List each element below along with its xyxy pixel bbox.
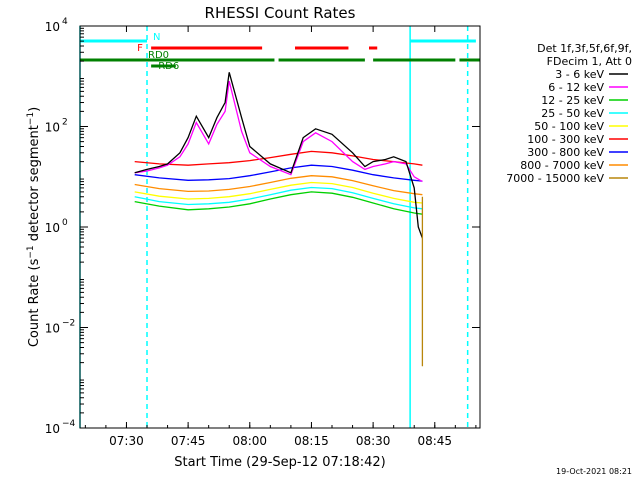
vertical-markers (79, 26, 469, 428)
plot-frame (79, 25, 481, 429)
legend-entry-label: 6 - 12 keV (548, 81, 604, 94)
x-tick-label: 08:00 (232, 434, 267, 448)
x-axis-ticks: 07:30 07:45 08:00 08:15 08:30 08:45 (84, 26, 477, 448)
chart-title: RHESSI Count Rates (205, 4, 356, 22)
y-tick-exponent: 2 (62, 118, 68, 128)
legend: Det 1f,3f,5f,6f,9f, FDecim 1, Att 0 3 - … (506, 42, 632, 185)
series-line-2 (134, 191, 423, 215)
x-tick-label: 08:15 (294, 434, 329, 448)
y-axis-label: Count Rate (s−1 detector segment−1) (26, 107, 42, 347)
legend-entry: 300 - 800 keV (527, 146, 628, 159)
footer-timestamp: 19-Oct-2021 08:21 (556, 467, 632, 476)
legend-entry: 6 - 12 keV (548, 81, 628, 94)
y-tick-label: 10 (45, 221, 60, 235)
legend-entry: 7000 - 15000 keV (506, 172, 628, 185)
y-tick-exponent: −2 (62, 319, 75, 329)
y-tick-exponent: 4 (62, 17, 68, 27)
y-tick-exponent: −4 (62, 419, 76, 429)
series-line-1 (134, 80, 423, 183)
series-line-4 (134, 181, 423, 204)
y-tick-label: 10 (45, 422, 60, 436)
y-tick-exponent: 0 (62, 218, 68, 228)
legend-entry: 3 - 6 keV (555, 68, 628, 81)
legend-entry: 100 - 300 keV (527, 133, 628, 146)
state-bar-label-f: F (137, 43, 143, 54)
x-tick-label: 07:45 (171, 434, 206, 448)
legend-entry: 25 - 50 keV (541, 107, 628, 120)
series-line-5 (134, 150, 423, 166)
x-tick-label: 08:45 (417, 434, 452, 448)
legend-entry: 12 - 25 keV (541, 94, 628, 107)
series-line-7 (134, 175, 423, 196)
legend-header-line-1: Det 1f,3f,5f,6f,9f, (537, 42, 632, 55)
y-tick-label: 10 (45, 322, 60, 336)
legend-entry-label: 100 - 300 keV (527, 133, 604, 146)
legend-entry: 50 - 100 keV (534, 120, 628, 133)
legend-entry-label: 3 - 6 keV (555, 68, 604, 81)
series-line-0 (134, 72, 424, 239)
legend-entry-label: 50 - 100 keV (534, 120, 604, 133)
state-bar-label-rd0: RD0 (148, 50, 169, 61)
y-tick-label: 10 (45, 121, 60, 135)
x-axis-label: Start Time (29-Sep-12 07:18:42) (174, 455, 385, 470)
x-tick-label: 08:30 (356, 434, 391, 448)
state-bar-label-n: N (153, 32, 160, 43)
legend-entry-label: 7000 - 15000 keV (506, 172, 604, 185)
series-lines (134, 72, 424, 367)
series-line-6 (134, 164, 423, 182)
y-tick-label: 10 (45, 20, 60, 34)
legend-header-line-2: FDecim 1, Att 0 (547, 55, 632, 68)
legend-entry: 800 - 7000 keV (520, 159, 628, 172)
series-line-3 (134, 186, 423, 210)
legend-entry-label: 300 - 800 keV (527, 146, 604, 159)
legend-entry-label: 800 - 7000 keV (520, 159, 604, 172)
state-bar-label-rd6: RD6 (158, 61, 179, 72)
legend-entry-label: 12 - 25 keV (541, 94, 604, 107)
legend-entry-label: 25 - 50 keV (541, 107, 604, 120)
x-tick-label: 07:30 (109, 434, 144, 448)
